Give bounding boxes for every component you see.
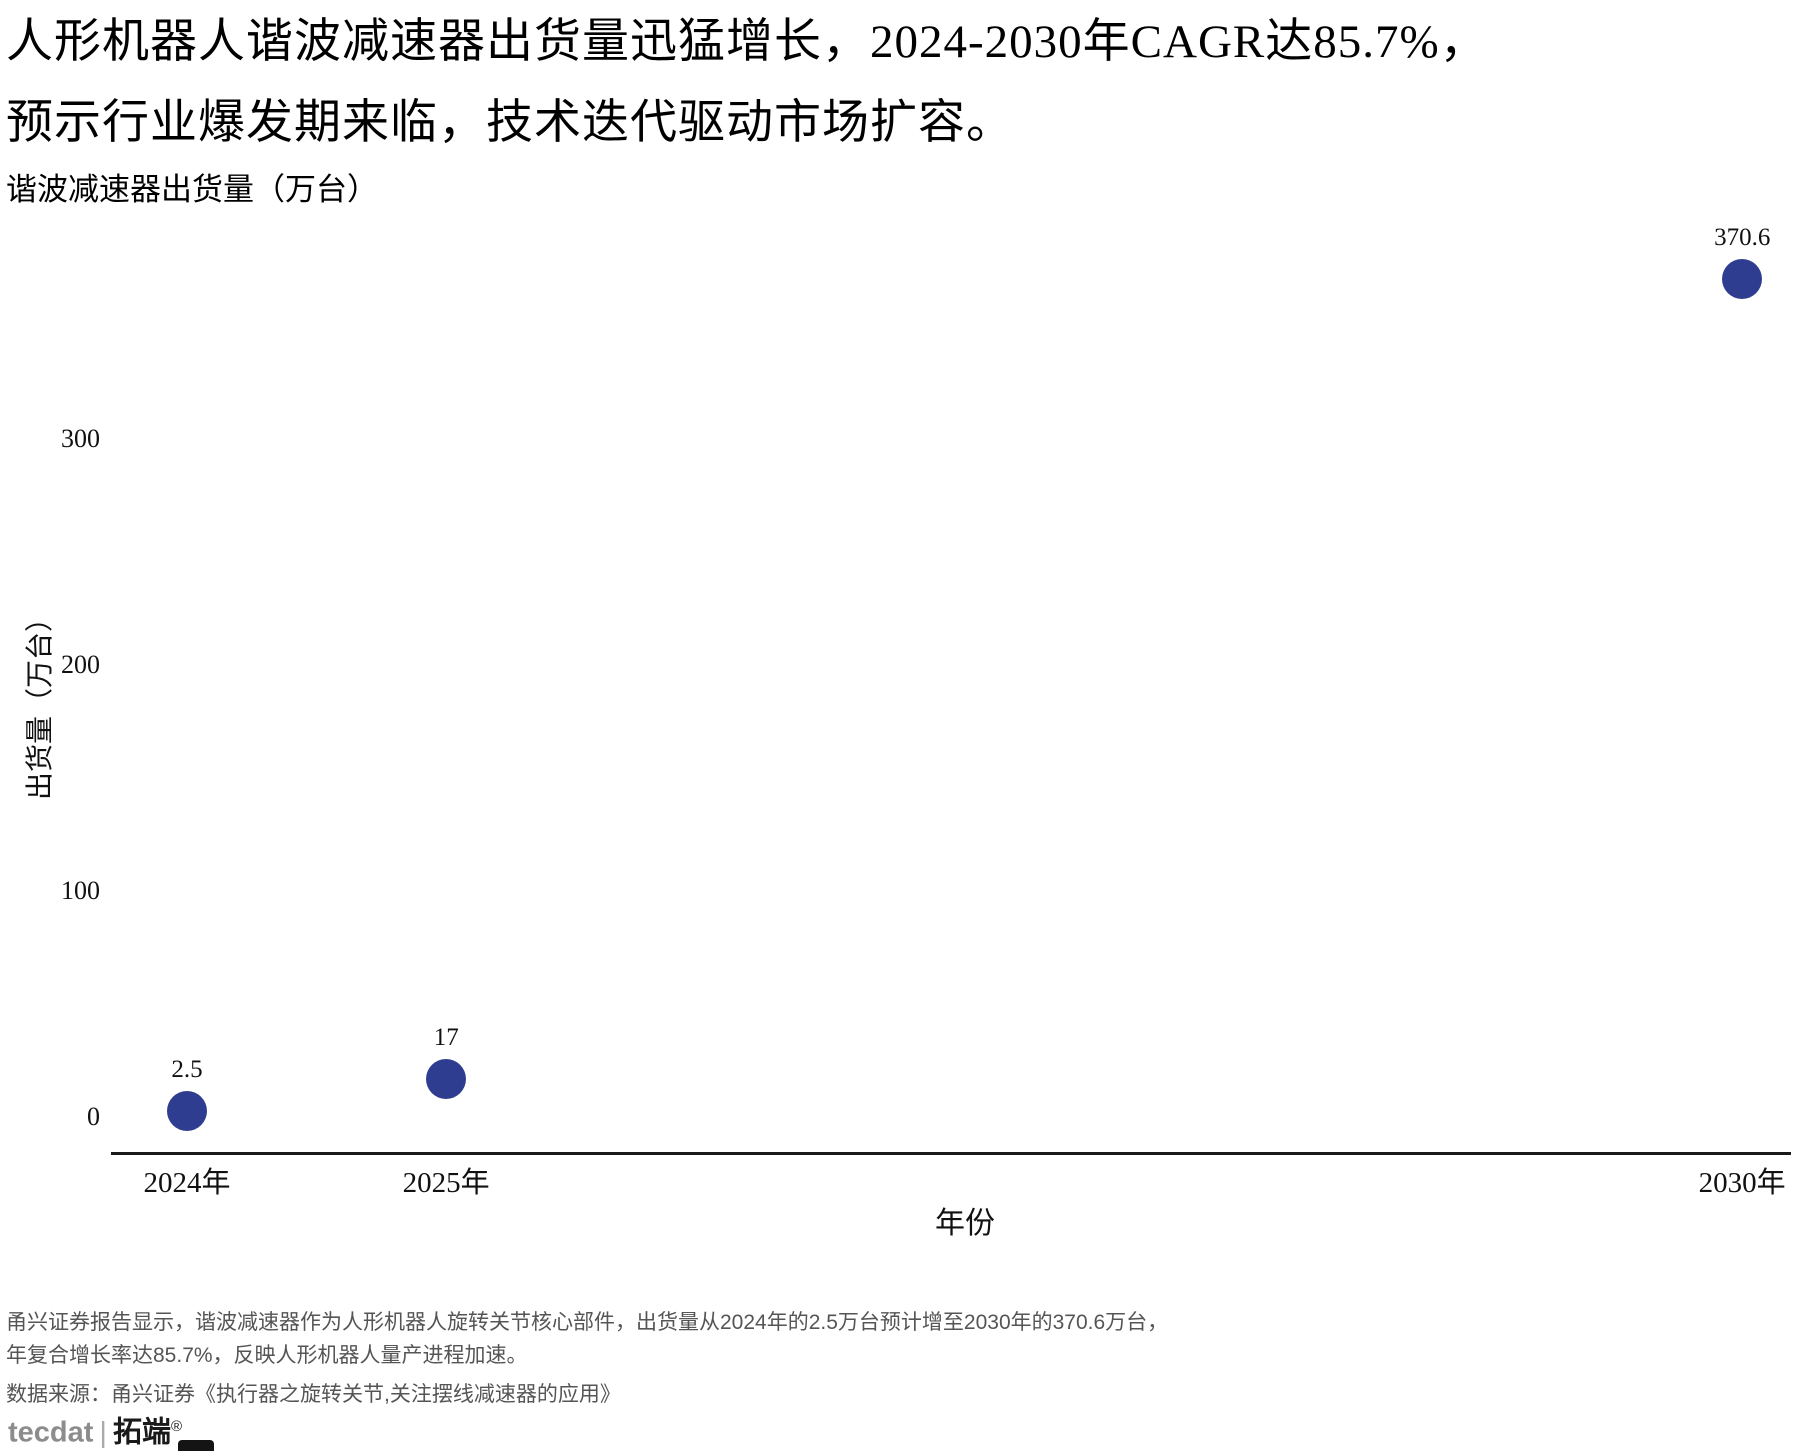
- x-axis-label: 年份: [935, 1207, 995, 1240]
- data-point: [167, 1091, 207, 1132]
- headline-line-1: 人形机器人谐波减速器出货量迅猛增长，2024-2030年CAGR达85.7%，: [6, 16, 1488, 68]
- cropped-bottom-icon: [178, 1440, 214, 1451]
- footnote-line-2: 年复合增长率达85.7%，反映人形机器人量产进程加速。: [6, 1344, 528, 1367]
- data-point-label: 17: [433, 1023, 459, 1051]
- logo-registered-mark: ®: [170, 1418, 183, 1435]
- x-axis-line: [111, 1152, 1791, 1155]
- data-point: [1722, 259, 1763, 300]
- y-tick-label: 0: [87, 1102, 100, 1131]
- tecdat-logo: tecdat | 拓端®: [8, 1410, 182, 1450]
- logo-tecdat-text: tecdat: [8, 1416, 94, 1449]
- x-tick-label: 2025年: [402, 1167, 490, 1199]
- logo-divider: |: [99, 1416, 107, 1449]
- headline-line-2: 预示行业爆发期来临，技术迭代驱动市场扩容。: [6, 97, 1014, 149]
- y-tick-label: 100: [61, 876, 100, 905]
- data-point-label: 370.6: [1714, 224, 1771, 252]
- data-point: [426, 1058, 467, 1099]
- logo-tuoduan-text: 拓端: [112, 1416, 171, 1449]
- x-tick-label: 2030年: [1698, 1167, 1786, 1199]
- footnote-line-1: 甬兴证券报告显示，谐波减速器作为人形机器人旋转关节核心部件，出货量从2024年的…: [6, 1311, 1169, 1334]
- data-point-label: 2.5: [171, 1056, 203, 1084]
- chart-title: 谐波减速器出货量（万台）: [6, 172, 378, 207]
- y-tick-label: 300: [61, 424, 100, 453]
- footnote: 甬兴证券报告显示，谐波减速器作为人形机器人旋转关节核心部件，出货量从2024年的…: [6, 1306, 1168, 1411]
- y-axis-label: 出货量（万台）: [25, 604, 56, 801]
- y-tick-label: 200: [61, 650, 100, 679]
- data-source: 数据来源：甬兴证券《执行器之旋转关节,关注摆线减速器的应用》: [6, 1383, 621, 1406]
- headline: 人形机器人谐波减速器出货量迅猛增长，2024-2030年CAGR达85.7%， …: [6, 2, 1488, 164]
- x-tick-label: 2024年: [143, 1167, 231, 1199]
